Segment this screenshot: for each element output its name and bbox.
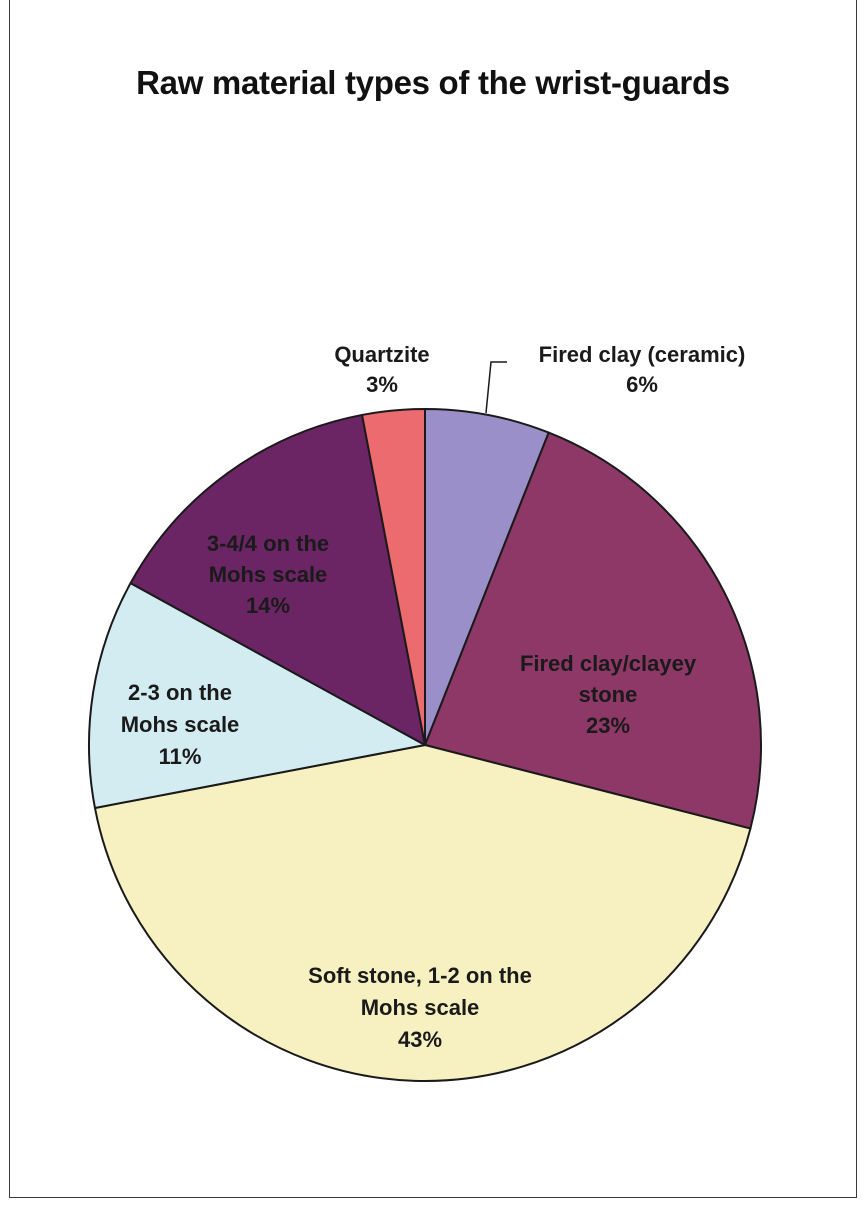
slice-label-line: 3-4/4 on the [207,531,329,556]
slice-label-line: Mohs scale [121,712,240,737]
slice-label-4: 3-4/4 on the Mohs scale 14% [207,531,329,618]
slice-label-3: 2-3 on the Mohs scale 11% [121,680,240,769]
slice-label-line: Soft stone, 1-2 on the [308,963,532,988]
pie-slice-0 [424,408,550,746]
slice-label-line: 14% [246,593,290,618]
pie-slices [88,408,762,1082]
slice-label-line: 6% [626,372,658,397]
slice-label-line: Mohs scale [209,562,328,587]
slice-label-line: 2-3 on the [128,680,232,705]
slice-label-line: 11% [159,744,202,769]
slice-label-line: Fired clay/clayey [520,651,697,676]
slice-label-line: 43% [398,1027,442,1052]
slice-label-line: Mohs scale [361,995,480,1020]
slice-labels: Fired clay (ceramic) 6% Fired clay/clayey s… [121,342,746,1052]
leader-line-0 [485,361,507,414]
pie-slice-4 [129,413,426,746]
slice-label-line: 23% [586,713,630,738]
pie-slice-1 [424,431,762,830]
pie-slice-2 [93,744,752,1082]
slice-label-line: Fired clay (ceramic) [539,342,746,367]
slice-label-0: Fired clay (ceramic) 6% [539,342,746,397]
slice-label-1: Fired clay/clayey stone 23% [520,651,697,738]
pie-slice-5 [361,408,426,746]
chart-title: Raw material types of the wrist-guards [136,64,730,101]
slice-label-2: Soft stone, 1-2 on the Mohs scale 43% [308,963,532,1052]
slice-label-line: Quartzite [334,342,429,367]
pie-slice-3 [88,582,426,809]
slice-label-line: stone [579,682,638,707]
slice-label-5: Quartzite 3% [334,342,429,397]
slice-label-line: 3% [366,372,398,397]
leader-lines [485,361,507,414]
